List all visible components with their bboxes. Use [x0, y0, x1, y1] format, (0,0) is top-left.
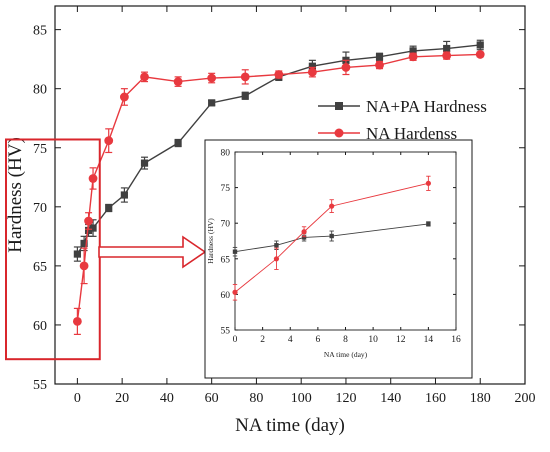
data-point	[307, 67, 317, 77]
x-tick-label: 8	[343, 335, 348, 345]
y-tick-label: 60	[221, 291, 231, 301]
y-tick-label: 75	[221, 184, 231, 194]
data-point	[426, 221, 431, 227]
data-point	[232, 289, 238, 295]
data-point	[273, 256, 280, 262]
data-point	[476, 41, 484, 49]
x-tick-label: 0	[74, 391, 81, 406]
data-point	[301, 235, 307, 240]
data-point	[119, 92, 129, 102]
x-tick-label: 14	[424, 335, 434, 345]
data-point	[274, 243, 279, 248]
data-point	[475, 50, 485, 59]
y-tick-label: 55	[221, 327, 231, 337]
legend-label: NA+PA Hardness	[366, 97, 487, 116]
data-point	[84, 216, 93, 226]
data-point	[174, 139, 182, 147]
data-point	[329, 233, 334, 239]
x-tick-label: 10	[368, 335, 378, 345]
data-point	[240, 72, 250, 82]
x-tick-label: 160	[425, 391, 446, 406]
legend-marker	[335, 102, 343, 110]
data-point	[140, 159, 149, 167]
data-point	[329, 203, 335, 209]
data-point	[301, 229, 307, 235]
data-point	[79, 261, 89, 271]
data-point	[409, 47, 417, 55]
legend-label: NA Hardenss	[366, 124, 457, 143]
data-point	[308, 62, 316, 70]
x-tick-label: 0	[233, 335, 238, 345]
data-point	[73, 250, 81, 258]
data-point	[120, 191, 128, 199]
legend: NA+PA Hardness NA Hardenss	[318, 97, 487, 143]
axes-main: 0 20 40 60 80 100 120 140 160 180 2005560657075808…	[5, 5, 536, 436]
x-tick-label: 4	[288, 335, 293, 345]
y-tick-label: 80	[33, 83, 47, 98]
data-point	[84, 226, 93, 235]
y-tick-label: 75	[33, 142, 47, 157]
x-axis-title: NA time (day)	[324, 350, 368, 359]
data-point	[241, 92, 249, 100]
data-point	[89, 224, 97, 232]
data-point	[375, 60, 384, 70]
x-tick-label: 60	[205, 391, 219, 406]
plot-frame	[54, 5, 526, 385]
y-tick-label: 70	[33, 201, 47, 216]
y-axis-title: Hardness (HV)	[206, 218, 215, 264]
y-tick-label: 85	[33, 24, 47, 39]
y-axis-title: Hardness (HV)	[5, 137, 26, 253]
data-point	[443, 44, 451, 53]
y-tick-label: 65	[221, 255, 231, 265]
inset-panel	[204, 139, 473, 379]
y-tick-label: 65	[33, 260, 47, 275]
x-tick-label: 100	[291, 391, 312, 406]
legend-marker	[334, 128, 344, 138]
data-point	[105, 204, 113, 212]
x-tick-label: 40	[160, 391, 174, 406]
series-main-1	[72, 50, 485, 335]
data-point	[72, 316, 82, 326]
x-tick-label: 6	[316, 335, 321, 345]
data-point	[80, 239, 88, 248]
data-point	[442, 51, 452, 61]
data-point	[104, 136, 114, 146]
data-point	[408, 52, 418, 62]
arrow-icon	[98, 235, 207, 269]
x-tick-label: 80	[249, 391, 263, 406]
x-tick-label: 120	[335, 391, 356, 406]
axes-inset: 0 2 4 6 8 10 12 14 16 55 60 65 70 75 80 NA time (day) Ha…	[206, 149, 461, 360]
y-tick-label: 60	[33, 319, 47, 334]
data-point	[88, 174, 98, 183]
data-point	[375, 53, 384, 61]
data-point	[341, 63, 351, 72]
x-tick-label: 20	[115, 391, 129, 406]
x-tick-label: 2	[260, 335, 265, 345]
y-tick-label: 70	[221, 220, 231, 230]
y-tick-label: 80	[221, 149, 231, 159]
series-inset-0	[232, 221, 431, 257]
y-tick-label: 55	[33, 378, 47, 393]
data-point	[232, 249, 238, 254]
data-point	[207, 73, 217, 83]
data-point	[274, 70, 284, 79]
x-tick-label: 12	[396, 335, 406, 345]
data-point	[208, 99, 216, 107]
series-inset-1	[232, 175, 431, 301]
x-tick-label: 180	[470, 391, 491, 406]
data-point	[140, 72, 149, 82]
data-point	[425, 180, 431, 186]
x-axis-title: NA time (day)	[235, 415, 345, 436]
x-tick-label: 16	[451, 335, 461, 345]
data-point	[173, 77, 183, 86]
x-tick-label: 200	[515, 391, 536, 406]
x-tick-label: 140	[380, 391, 401, 406]
